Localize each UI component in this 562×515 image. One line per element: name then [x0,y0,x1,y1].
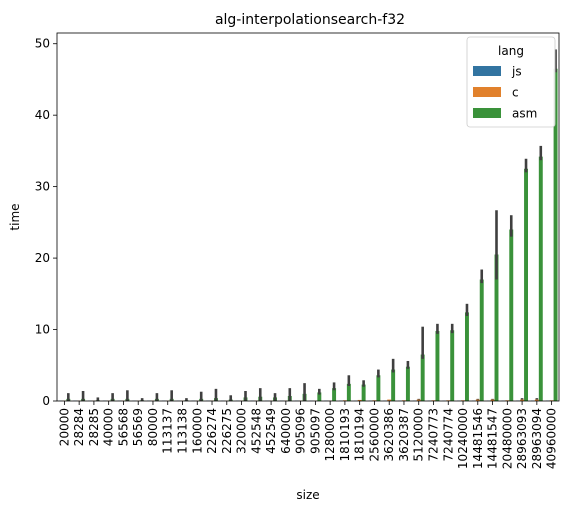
x-tick-label: 640000 [279,408,293,454]
bar-asm-7240774 [450,330,454,401]
legend-title: lang [498,44,524,58]
x-tick-label: 226274 [205,408,219,454]
legend-swatch-js [473,66,501,76]
y-tick-label: 30 [35,180,50,194]
bar-asm-1810194 [362,385,366,401]
x-tick-label: 14481547 [486,408,500,469]
bar-asm-3620387 [406,367,410,401]
x-tick-label: 28963094 [530,408,544,469]
x-tick-label: 7240773 [427,408,441,461]
y-axis-label: time [8,203,22,230]
x-tick-label: 3620386 [382,408,396,461]
chart-title: alg-interpolationsearch-f32 [215,12,405,28]
x-tick-label: 1280000 [323,408,337,461]
x-tick-label: 20000 [57,408,71,446]
x-tick-label: 40000 [102,408,116,446]
legend-swatch-asm [473,108,501,118]
x-tick-label: 452548 [249,408,263,454]
x-tick-label: 5120000 [412,408,426,461]
x-tick-label: 56569 [131,408,145,446]
x-tick-label: 2560000 [367,408,381,461]
legend-label-js: js [511,65,522,79]
x-tick-label: 320000 [235,408,249,454]
x-tick-label: 1810193 [338,408,352,461]
x-tick-label: 28963093 [515,408,529,469]
x-tick-label: 56568 [116,408,130,446]
x-tick-label: 905097 [308,408,322,454]
y-tick-label: 40 [35,108,50,122]
x-tick-label: 10240000 [456,408,470,469]
x-axis-label: size [296,488,319,502]
legend: lang js c asm [467,37,555,127]
x-tick-label: 113138 [176,408,190,454]
bar-asm-28963093 [524,169,528,401]
bar-asm-3620386 [391,370,395,401]
y-tick-label: 0 [42,394,50,408]
bar-asm-28963094 [539,157,543,401]
y-axis: 0 10 20 30 40 50 [35,37,57,408]
x-tick-label: 7240774 [441,408,455,461]
x-tick-label: 20480000 [500,408,514,469]
x-tick-label: 80000 [146,408,160,446]
legend-label-c: c [512,86,519,100]
legend-swatch-c [473,87,501,97]
x-tick-label: 28285 [87,408,101,446]
legend-label-asm: asm [512,107,537,121]
x-tick-label: 3620387 [397,408,411,461]
x-tick-label: 905096 [294,408,308,454]
bar-asm-1810193 [347,384,351,401]
y-tick-label: 10 [35,323,50,337]
x-tick-label: 160000 [190,408,204,454]
bar-asm-5120000 [421,355,425,401]
x-tick-label: 40960000 [545,408,559,469]
x-tick-label: 1810194 [353,408,367,461]
x-tick-label: 113137 [161,408,175,454]
x-tick-label: 14481546 [471,408,485,469]
bar-asm-2560000 [376,375,380,401]
bar-asm-20480000 [509,230,513,402]
x-tick-label: 452549 [264,408,278,454]
bar-asm-14481546 [480,280,484,401]
x-tick-label: 226275 [220,408,234,454]
y-tick-label: 20 [35,251,50,265]
y-tick-label: 50 [35,37,50,51]
x-tick-label: 28284 [72,408,86,446]
bar-asm-10240000 [465,312,469,401]
bar-asm-7240773 [435,331,439,401]
